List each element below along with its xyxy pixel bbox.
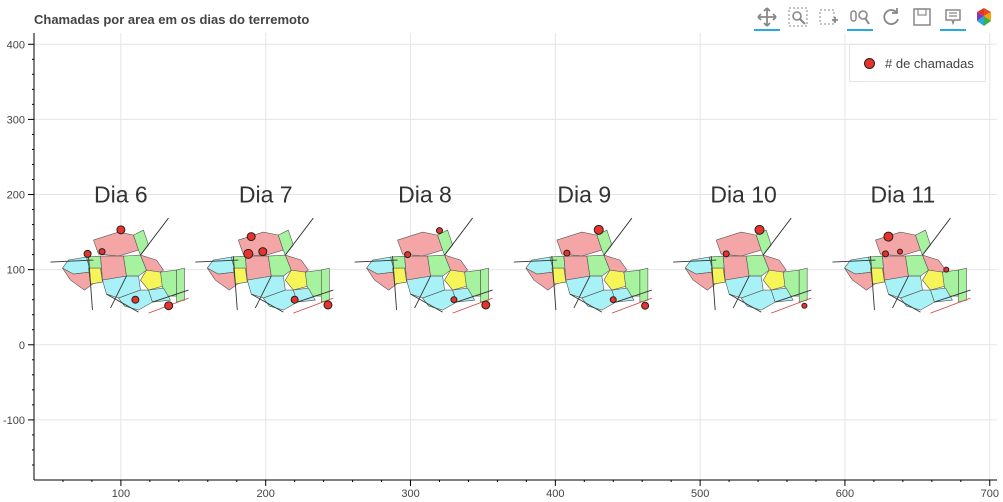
data-point — [164, 301, 174, 311]
data-point — [131, 295, 140, 304]
data-point — [641, 301, 650, 310]
pan-icon — [757, 7, 777, 27]
chart-title: Chamadas por area em os dias do terremot… — [34, 12, 310, 27]
hover-icon — [945, 9, 961, 26]
data-point — [243, 248, 254, 259]
map-panel-2 — [194, 217, 334, 314]
panel-labels: Dia 6 Dia 7 Dia 8 Dia 9 Dia 10 Dia 11 — [94, 182, 935, 208]
toolbar — [749, 5, 997, 33]
panel-label: Dia 11 — [870, 182, 935, 208]
data-point — [246, 232, 256, 242]
map-panel-5 — [672, 217, 812, 314]
box-zoom-tool-button[interactable] — [785, 5, 811, 31]
bokeh-logo-link[interactable] — [971, 5, 997, 31]
y-tick-label: 0 — [19, 340, 25, 352]
box-select-tool-button[interactable] — [816, 5, 842, 31]
y-tick-label: -100 — [3, 415, 25, 427]
map-panel-3 — [354, 217, 494, 314]
reset-icon — [883, 8, 899, 25]
panel-label: Dia 6 — [94, 182, 148, 208]
x-tick-label: 100 — [112, 488, 130, 500]
save-tool-button[interactable] — [909, 5, 935, 31]
data-point — [116, 225, 126, 235]
data-point — [609, 296, 617, 304]
data-point — [98, 248, 106, 256]
data-point — [450, 296, 458, 304]
data-point — [83, 249, 92, 258]
data-point — [896, 248, 903, 255]
data-point — [754, 224, 765, 235]
map-panels — [50, 217, 971, 314]
scatter-points — [83, 224, 950, 311]
data-point — [593, 224, 604, 235]
x-tick-label: 400 — [546, 488, 564, 500]
data-point — [722, 250, 730, 258]
panel-label: Dia 8 — [398, 182, 452, 208]
legend-marker — [864, 57, 875, 69]
y-tick-label: 400 — [7, 39, 25, 51]
y-tick-label: 100 — [7, 265, 25, 277]
legend[interactable]: # de chamadas — [849, 44, 986, 82]
y-tick-label: 300 — [7, 114, 25, 126]
data-point — [563, 249, 571, 257]
data-point — [404, 251, 412, 259]
bokeh-logo-icon — [977, 8, 991, 26]
data-point — [481, 300, 491, 310]
x-tick-label: 700 — [981, 488, 999, 500]
map-panel-6 — [832, 217, 971, 314]
data-point — [258, 247, 268, 257]
wheel-zoom-icon — [850, 10, 870, 25]
grid-lines — [34, 33, 997, 480]
data-point — [290, 295, 299, 304]
map-panel-4 — [513, 217, 653, 314]
panel-label: Dia 9 — [557, 182, 611, 208]
x-tick-label: 600 — [836, 488, 854, 500]
data-point — [435, 227, 443, 235]
save-icon — [913, 8, 931, 26]
data-point — [323, 300, 333, 310]
x-tick-label: 300 — [401, 488, 419, 500]
box-select-icon — [819, 9, 838, 25]
wheel-zoom-tool-button[interactable] — [847, 5, 873, 31]
hover-tool-button[interactable] — [940, 5, 966, 31]
y-tick-label: 200 — [7, 190, 25, 202]
x-tick-label: 200 — [257, 488, 275, 500]
data-point — [943, 266, 950, 273]
data-point — [881, 250, 889, 258]
reset-tool-button[interactable] — [878, 5, 904, 31]
x-tick-label: 500 — [691, 488, 709, 500]
axes: 100 200 300 400 500 600 700 -100 0 100 200 300 400 — [3, 33, 999, 500]
legend-label: # de chamadas — [885, 55, 974, 71]
box-zoom-icon — [788, 7, 808, 27]
data-point — [801, 302, 808, 309]
panel-label: Dia 7 — [239, 182, 293, 208]
panel-label: Dia 10 — [710, 182, 776, 208]
pan-tool-button[interactable] — [754, 5, 780, 31]
data-point — [883, 231, 894, 242]
